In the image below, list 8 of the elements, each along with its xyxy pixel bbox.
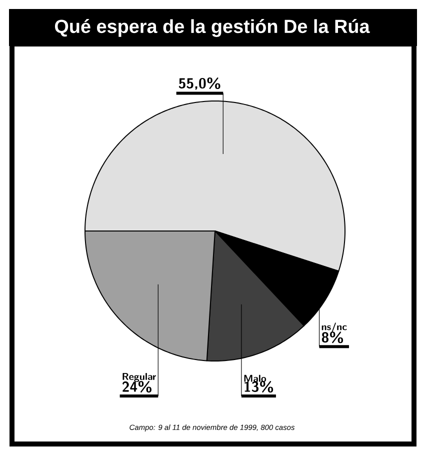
data-label: 13% [244, 380, 274, 392]
data-label: 55,0% [178, 77, 220, 90]
slice-label: Malo [244, 374, 266, 382]
slice-label: ns/nc [322, 322, 347, 333]
chart-title: Qué espera de la gestión De la Rúa [54, 19, 370, 37]
slice-label: Regular [122, 372, 156, 382]
data-label: 24% [122, 380, 152, 392]
data-label: 8% [322, 332, 344, 344]
